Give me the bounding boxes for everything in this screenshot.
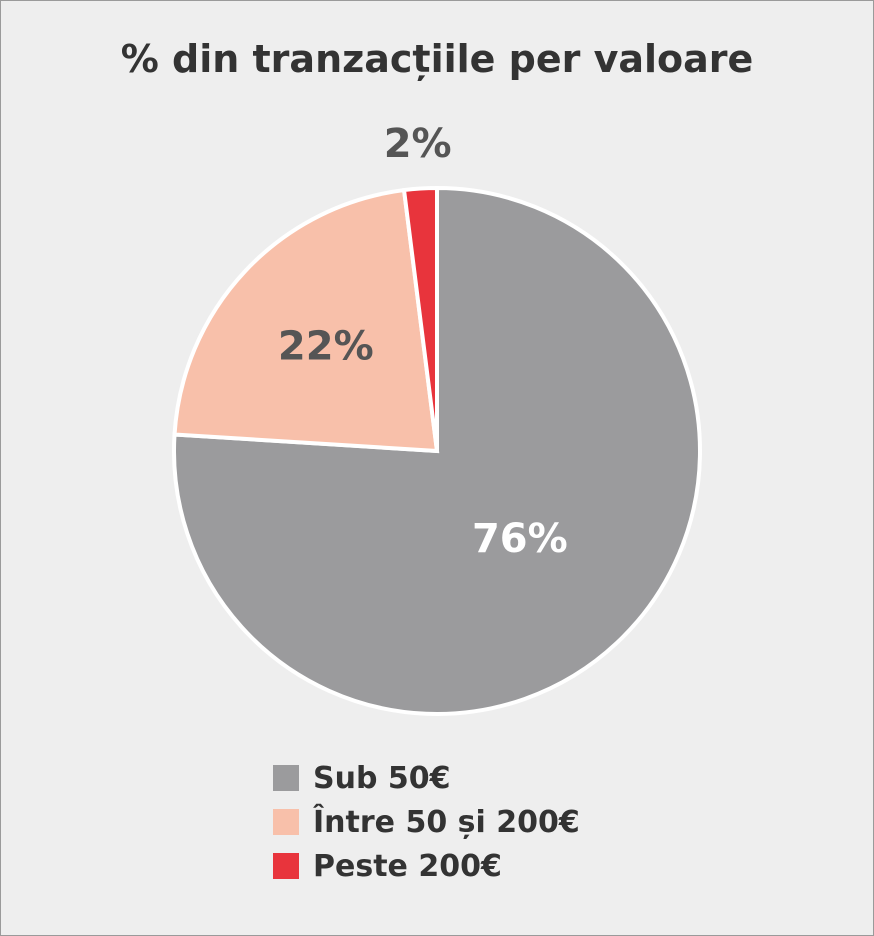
slice-value-label: 22% <box>278 324 374 370</box>
pie-slice-2 <box>401 185 439 452</box>
legend-label: Peste 200€ <box>313 848 502 884</box>
slice-value-label: 2% <box>384 121 452 167</box>
slice-value-label: 76% <box>472 516 568 562</box>
pie-slice-1 <box>172 187 440 454</box>
legend-item-sub-50: Sub 50€ <box>273 756 580 800</box>
pie-slice-0 <box>172 185 702 716</box>
legend-item-intre-50-200: Între 50 și 200€ <box>273 800 580 844</box>
legend-swatch <box>273 809 299 835</box>
legend: Sub 50€ Între 50 și 200€ Peste 200€ <box>273 756 580 888</box>
legend-swatch <box>273 765 299 791</box>
legend-label: Sub 50€ <box>313 760 451 796</box>
legend-item-peste-200: Peste 200€ <box>273 844 580 888</box>
legend-swatch <box>273 853 299 879</box>
legend-label: Între 50 și 200€ <box>313 804 580 840</box>
chart-title: % din tranzacțiile per valoare <box>120 37 754 81</box>
